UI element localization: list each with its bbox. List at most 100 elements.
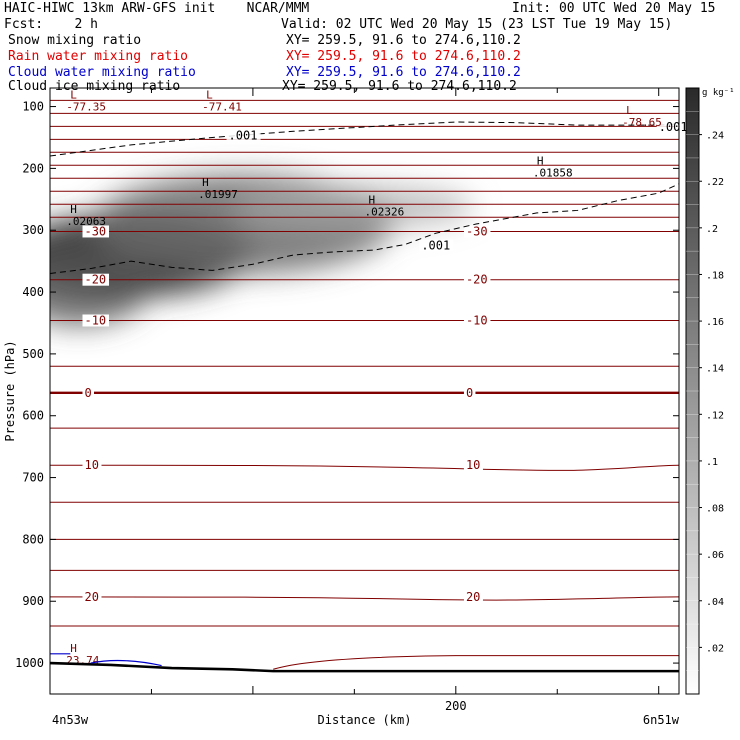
ice-contour-upper — [49, 121, 680, 157]
colorbar-tick-label: .14 — [706, 364, 724, 375]
extremum-marker: H — [70, 203, 77, 216]
colorbar-tick-label: .2 — [706, 224, 718, 235]
extremum-value: .02063 — [66, 215, 106, 228]
isotherm-label: -10 — [84, 314, 106, 328]
field-xy-snow: XY= 259.5, 91.6 to 274.6,110.2 — [286, 33, 521, 48]
y-tick-label: 100 — [22, 100, 44, 114]
plot-axes — [49, 87, 680, 695]
extremum-marker: H — [70, 642, 77, 655]
isotherm-10 — [49, 464, 680, 471]
isotherm-label-bg — [463, 314, 491, 327]
field-name-rain: Rain water mixing ratio — [8, 49, 189, 64]
colorbar-tick-label: .22 — [706, 177, 724, 188]
extremum-marker: L — [70, 88, 77, 101]
y-tick-label: 500 — [22, 347, 44, 361]
y-tick-label: 800 — [22, 532, 44, 546]
cloud-water-contour-2 — [90, 659, 162, 667]
isotherm-label-bg — [82, 225, 109, 238]
isotherm-label-bg — [463, 459, 483, 472]
terrain-surface — [49, 653, 679, 673]
isotherm-label-bg — [463, 590, 483, 603]
isotherm-label: 20 — [84, 590, 98, 604]
ice-mixing-ratio-contour: .001 .001 .001 — [49, 120, 691, 275]
isotherm-label: 10 — [84, 458, 98, 472]
isotherm-label: -20 — [84, 273, 106, 287]
y-axis-label: Pressure (hPa) — [3, 340, 17, 441]
header-title: HAIC-HIWC 13km ARW-GFS init NCAR/MMM — [4, 1, 310, 16]
ice-contour-label: .001 — [659, 120, 688, 134]
isotherm-label: -30 — [84, 224, 106, 238]
colorbar-tick-label: .16 — [706, 317, 724, 328]
field-name-snow: Snow mixing ratio — [8, 33, 142, 48]
shading-layer — [50, 174, 475, 326]
y-axis-tick-labels: 100 200 300 400 500 600 700 800 900 1000 Pressure … — [3, 100, 44, 671]
ice-label-bg — [656, 120, 691, 133]
colorbar: .02 .04 .06 .08 .1 .12 .14 .16 .18 .2 .22 .24 g kg⁻¹ — [685, 87, 735, 695]
y-tick-label: 300 — [22, 223, 44, 237]
isotherm-20 — [49, 596, 680, 601]
extremum-value: -77.41 — [202, 100, 242, 113]
y-tick-label: 400 — [22, 285, 44, 299]
ice-contour-label: .001 — [229, 129, 258, 143]
extremum-marker: H — [537, 155, 544, 168]
plot-frame — [49, 87, 680, 695]
x-end-label: 6n51w — [643, 713, 680, 727]
isotherm-label-bg — [82, 314, 109, 327]
ice-label-bg — [419, 239, 454, 252]
extremum-marker: H — [369, 193, 376, 206]
isotherm-label: -20 — [466, 273, 488, 287]
field-xy-cloud-water: XY= 259.5, 91.6 to 274.6,110.2 — [286, 65, 521, 80]
extremum-marker: L — [206, 88, 213, 101]
field-xy-cloud-ice: XY= 259.5, 91.6 to 274.6,110.2 — [282, 79, 517, 94]
header-valid: Valid: 02 UTC Wed 20 May 15 (23 LST Tue … — [281, 17, 673, 32]
y-tick-label: 900 — [22, 594, 44, 608]
extremum-value: .01997 — [198, 188, 238, 201]
extremum-marker: H — [202, 176, 209, 189]
ice-contour-label: .001 — [421, 239, 450, 253]
isotherm-label-bg — [463, 225, 491, 238]
header-init: Init: 00 UTC Wed 20 May 15 — [512, 1, 716, 16]
x-start-label: 4n53w — [52, 713, 89, 727]
field-name-cloud-water: Cloud water mixing ratio — [8, 65, 196, 80]
surface-line — [49, 661, 679, 673]
y-tick-label: 700 — [22, 471, 44, 485]
colorbar-tick-label: .04 — [706, 597, 724, 608]
isotherm-label-bg — [82, 273, 109, 286]
colorbar-tick-label: .24 — [706, 131, 724, 142]
x-axis-label: Distance (km) — [318, 713, 412, 727]
isotherm-label: -10 — [466, 314, 488, 328]
colorbar-tick-label: .1 — [706, 457, 718, 468]
isotherm-label: 0 — [84, 386, 91, 400]
shade-west — [50, 245, 151, 326]
header-fcst: Fcst: 2 h — [4, 17, 98, 32]
colorbar-tick-label: .18 — [706, 270, 724, 281]
ice-label-bg — [226, 129, 261, 142]
isotherm-label-bg — [82, 386, 94, 399]
y-tick-label: 1000 — [15, 656, 44, 670]
isotherm-label: 10 — [466, 458, 480, 472]
colorbar-tick-label: .12 — [706, 410, 724, 421]
isotherm-label: 0 — [466, 386, 473, 400]
isotherm-label-bg — [82, 590, 102, 603]
x-tick-label: 200 — [445, 699, 467, 713]
isotherm-label-bg — [82, 459, 102, 472]
y-tick-label: 200 — [22, 161, 44, 175]
extremum-marker: L — [626, 104, 633, 117]
surface-isotherm — [273, 655, 679, 670]
isotherm-label: -30 — [466, 224, 488, 238]
field-name-cloud-ice: Cloud ice mixing ratio — [8, 79, 181, 94]
colorbar-tick-label: .02 — [706, 643, 724, 654]
isotherm-label-bg — [463, 273, 491, 286]
isotherm-label: 20 — [466, 590, 480, 604]
extremum-value: .02326 — [365, 205, 405, 218]
colorbar-tick-label: .06 — [706, 550, 724, 561]
isotherm-label-bg — [463, 386, 476, 399]
colorbar-tick-label: .08 — [706, 504, 724, 515]
extremum-value: .01858 — [533, 167, 573, 180]
x-axis-tick-labels: 200 4n53w 6n51w Distance (km) — [52, 699, 680, 727]
extremum-value: -78.65 — [622, 116, 662, 129]
mixing-ratio-shading — [50, 174, 475, 326]
colorbar-unit: g kg⁻¹ — [702, 88, 735, 98]
